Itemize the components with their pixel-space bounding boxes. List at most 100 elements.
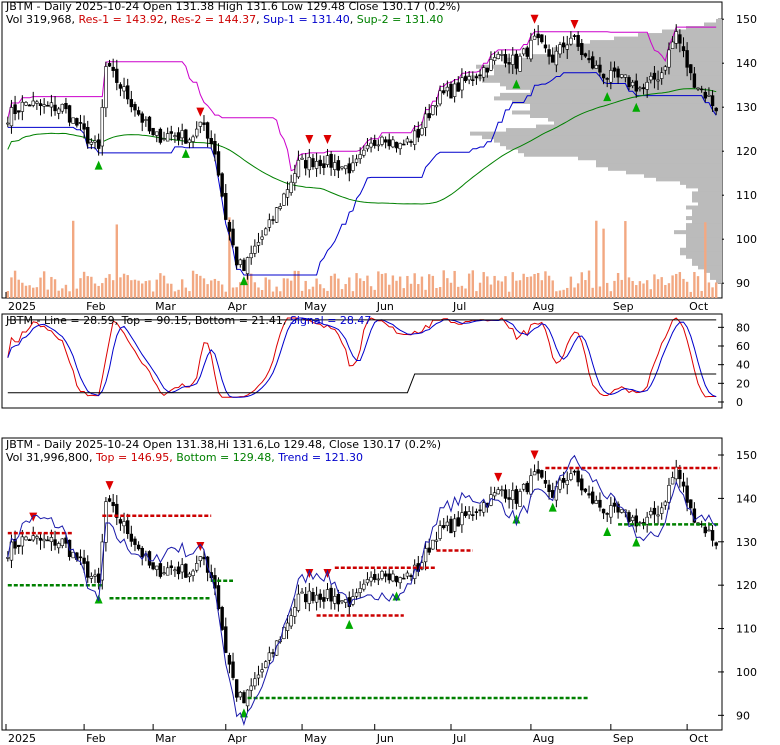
volume-bar: [511, 272, 514, 298]
stoch-signal: [7, 317, 717, 398]
panel3-xtick-label: Sep: [613, 732, 634, 745]
volume-bar: [220, 284, 224, 298]
panel3-candle-body: [107, 498, 112, 502]
volume-bar: [79, 278, 82, 298]
panel1-buy-arrow: [512, 79, 521, 89]
panel3-candle-body: [118, 519, 123, 524]
panel1-ytick-label: 140: [736, 57, 757, 70]
panel3-candle-body: [184, 563, 188, 578]
panel1-candle-body: [213, 141, 217, 155]
panel1-candle-body: [529, 39, 533, 60]
volume-profile-bar: [530, 54, 722, 59]
volume-bar: [319, 284, 322, 298]
panel1-candle-body: [209, 138, 213, 145]
volume-bar: [315, 278, 318, 298]
panel1-candle-body: [605, 78, 609, 80]
volume-bar: [653, 274, 656, 298]
panel3-candle-body: [162, 572, 166, 574]
panel1-candle-body: [681, 46, 686, 52]
panel3-candle-body: [253, 678, 257, 687]
panel1-candle-body: [583, 53, 588, 57]
panel1-candle-body: [300, 157, 304, 160]
panel3-title: JBTM - Daily 2025-10-24 Open 131.38,Hi 1…: [6, 438, 442, 451]
volume-bar: [409, 283, 413, 298]
volume-bar: [293, 270, 296, 298]
panel3-candle-body: [412, 564, 417, 579]
volume-bar: [268, 279, 271, 298]
panel1-candle-body: [445, 86, 450, 92]
volume-profile-bar: [680, 180, 722, 185]
panel3-candle-body: [289, 615, 293, 627]
volume-profile-bar: [686, 26, 722, 30]
panel3-candle-body: [580, 478, 584, 491]
panel1-res2: Res-2 = 144.37: [170, 13, 257, 26]
volume-bar: [210, 280, 213, 298]
panel1-ytick-label: 90: [736, 277, 750, 290]
volume-profile-bar: [644, 173, 722, 178]
panel1-candle-body: [17, 110, 21, 113]
panel3-candle-body: [96, 573, 101, 583]
panel1-candle-body: [485, 67, 490, 73]
panel3-candle-body: [507, 497, 511, 500]
volume-bar: [660, 277, 663, 298]
volume-bar: [518, 280, 522, 298]
volume-bar: [558, 290, 562, 298]
panel1-candle-body: [358, 154, 362, 160]
volume-bar: [202, 278, 206, 298]
volume-bar: [351, 291, 355, 298]
panel1-xtick-label: May: [304, 300, 327, 313]
panel1-candle-body: [692, 73, 697, 88]
volume-bar: [53, 279, 57, 298]
panel3-candle-body: [9, 541, 14, 561]
volume-bar: [326, 290, 329, 298]
panel3-candle-body: [685, 485, 689, 503]
panel1-candle-body: [122, 86, 126, 92]
panel3-xtick-label: Aug: [533, 732, 554, 745]
panel3-candle-body: [267, 652, 272, 661]
panel3-buy-arrow: [345, 619, 354, 629]
panel1-candle-body: [64, 103, 68, 110]
panel1-xtick-label: Jul: [452, 300, 466, 313]
long-average-line: [7, 88, 717, 205]
panel3-candle-body: [82, 557, 86, 564]
panel1-candle-body: [376, 144, 381, 147]
volume-profile-bar: [698, 265, 722, 270]
panel3-candle-body: [659, 507, 664, 514]
panel1-candle-body: [670, 41, 675, 49]
volume-profile-bar: [512, 110, 722, 115]
panel3-candle-body: [358, 588, 362, 593]
panel3-xtick-label: 2025: [8, 732, 36, 745]
volume-bar: [264, 277, 267, 298]
panel3-candle-body: [474, 511, 479, 513]
volume-bar: [562, 289, 565, 298]
panel1-candle-body: [155, 131, 159, 136]
panel3-candle-body: [111, 502, 115, 507]
panel1-candle-body: [612, 67, 617, 72]
volume-bar: [10, 277, 13, 298]
volume-profile-bar: [494, 71, 722, 76]
volume-bar: [693, 271, 696, 298]
volume-profile-bar: [500, 92, 722, 97]
volume-bar: [413, 273, 416, 298]
volume-bar: [624, 221, 627, 298]
panel1-sell-arrow: [305, 134, 314, 144]
panel1-candle-body: [169, 131, 173, 134]
panel3-candle-body: [220, 607, 224, 630]
panel3-candle-body: [587, 493, 591, 496]
panel3-candle-body: [340, 600, 344, 603]
panel1-candle-body: [264, 228, 268, 236]
volume-profile-bar: [692, 198, 722, 203]
volume-bar: [90, 276, 93, 298]
volume-profile-bar: [554, 47, 722, 52]
panel3-candle-body: [594, 500, 599, 504]
panel1-candle-body: [387, 139, 391, 147]
panel3-candle-body: [93, 574, 97, 577]
volume-profile-bar: [704, 268, 722, 273]
volume-bar: [369, 286, 373, 298]
panel1-candle-body: [354, 158, 359, 163]
panel3-candle-body: [216, 585, 221, 610]
volume-bar: [308, 289, 311, 298]
panel1-candle-body: [525, 47, 529, 57]
volume-profile-bar: [500, 142, 722, 147]
volume-bar: [707, 282, 711, 298]
